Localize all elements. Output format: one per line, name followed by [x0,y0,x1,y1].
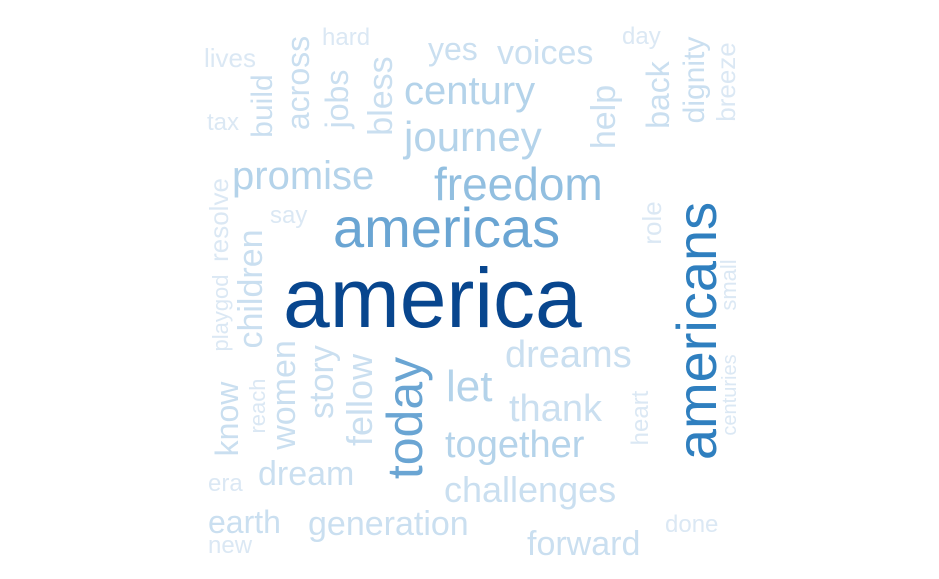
word-challenges: challenges [444,469,617,510]
word-dream: dream [258,455,355,493]
word-hard: hard [322,24,371,51]
word-journey: journey [404,113,542,160]
word-role: role [637,201,667,245]
word-dreams: dreams [505,334,632,376]
word-breeze: breeze [711,42,741,122]
word-america: america [283,251,582,345]
word-americans: americans [665,201,728,461]
word-forward: forward [527,525,641,563]
word-centuries: centuries [719,354,741,436]
word-new: new [208,532,253,559]
word-generation: generation [308,505,469,543]
word-back: back [640,61,676,129]
word-women: women [265,340,303,450]
word-fellow: fellow [339,353,380,447]
word-done: done [665,511,719,538]
word-together: together [445,424,585,466]
word-small: small [716,259,741,311]
word-children: children [232,229,270,349]
word-voices: voices [497,34,594,72]
word-story: story [303,345,341,419]
word-thank: thank [509,388,602,430]
word-say: say [270,202,308,229]
word-let: let [446,362,493,411]
word-playgod: playgod [208,274,233,352]
word-yes: yes [428,31,478,67]
word-across: across [280,35,316,131]
word-help: help [585,84,623,150]
word-today: today [377,356,433,480]
word-dignity: dignity [678,36,711,124]
word-jobs: jobs [319,69,355,129]
word-know: know [209,381,245,457]
word-resolve: resolve [204,178,234,262]
word-freedom: freedom [434,158,603,210]
word-earth: earth [208,504,281,540]
word-era: era [208,470,243,497]
word-bless: bless [362,56,400,136]
word-promise: promise [232,154,375,198]
word-day: day [622,23,661,50]
word-tax: tax [207,109,240,136]
word-lives: lives [204,43,257,73]
word-build: build [246,74,279,138]
word-heart: heart [627,390,654,446]
word-century: century [404,69,536,113]
word-americas: americas [333,196,561,259]
word-reach: reach [245,378,270,434]
